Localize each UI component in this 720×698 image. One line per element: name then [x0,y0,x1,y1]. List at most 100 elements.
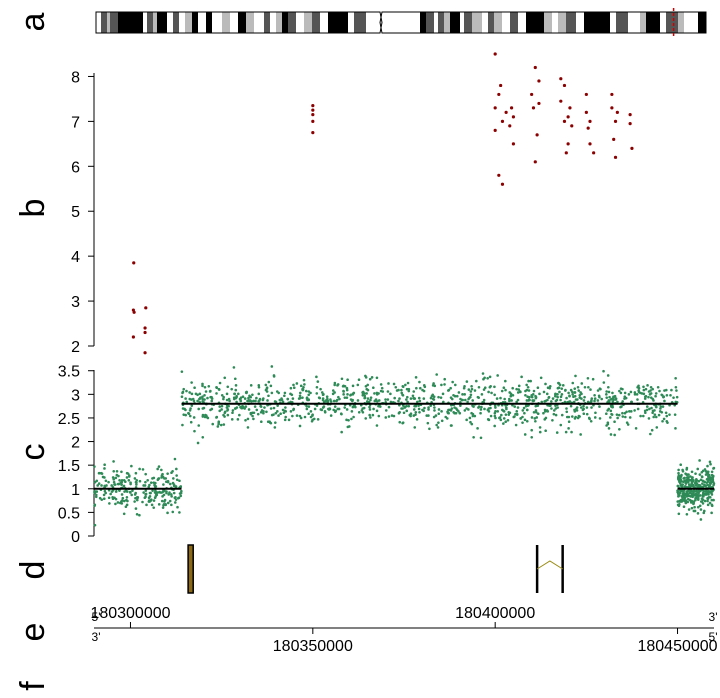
panel-c-point [571,390,574,394]
panel-b-point [564,151,568,155]
panel-c-y-tick-label: 2.5 [58,411,80,428]
panel-c-point [100,484,103,487]
panel-c-point [95,479,99,483]
panel-c-point [188,397,192,401]
panel-c-point [347,425,351,428]
panel-c-point [461,393,464,396]
panel-c-point [369,416,372,419]
panel-c-point [397,399,400,403]
panel-c-point [234,384,238,387]
panel-c-point [182,413,186,416]
panel-c-point [593,416,597,419]
panel-c-point [692,501,695,505]
panel-c-point [192,416,196,419]
panel-c-point [320,391,324,394]
panel-c-point [544,382,547,386]
panel-c-point [610,397,614,401]
panel-c-point [440,383,443,387]
panel-c-point [676,489,679,492]
panel-c-point [621,387,624,391]
panel-c-point [302,385,305,389]
panel-c-point [637,386,641,390]
panel-c-point [536,412,540,415]
panel-c-point [333,383,336,387]
ideogram-band [382,12,420,33]
panel-c-point [677,495,680,498]
ideogram-band [450,12,460,33]
panel-c-point [291,397,295,400]
panel-c-point [201,384,204,388]
panel-c-point [647,417,651,420]
ideogram-band [698,12,706,33]
panel-c-point [613,433,616,437]
panel-c-point [650,428,654,432]
panel-c-point [299,416,303,420]
panel-b-y-tick-label: 2 [71,339,80,356]
panel-c-point [223,376,227,380]
panel-c-point [483,407,486,411]
panel-c-point [593,399,596,403]
panel-c-point [350,417,353,421]
panel-c-y-tick-label: 0.5 [58,505,80,522]
panel-c-point [677,471,680,475]
panel-b-point [504,110,508,114]
panel-c-point [524,393,527,397]
panel-c-point [559,395,563,398]
panel-c-point [471,414,475,418]
panel-c-point [530,436,534,439]
panel-c-point [166,511,169,515]
panel-c-point [662,417,666,421]
panel-c-point [373,392,376,395]
panel-c-point [661,419,664,423]
panel-c-point [115,470,119,473]
panel-b-point [500,119,505,123]
panel-b-point [497,173,501,177]
panel-c-point [180,395,184,398]
panel-c-point [684,480,688,484]
panel-c-point [707,489,711,493]
panel-c-point [487,418,491,422]
panel-c-point [379,389,383,393]
panel-c-point [605,393,608,396]
panel-c-point [110,484,113,487]
panel-c-point [222,423,226,426]
panel-c-point [143,484,147,487]
panel-c-point [102,493,106,497]
panel-c-point [279,412,282,415]
panel-c-point [332,399,336,403]
panel-c-point [417,407,421,411]
panel-c-point [509,394,513,398]
panel-c-point [565,396,568,400]
panel-c-point [674,385,678,389]
panel-c-point [555,431,559,434]
ideogram-band [464,12,472,33]
panel-c-point [197,407,201,411]
panel-c-point [142,491,145,494]
panel-c-point [215,415,219,419]
panel-c-point [523,411,526,415]
panel-b-point [493,128,497,132]
panel-c-point [643,397,647,400]
panel-c-point [414,413,417,416]
panel-c-point [515,410,519,413]
panel-c-point [489,414,493,418]
panel-b-point [311,131,315,135]
panel-c-scatter: 0 0.5 1 1.5 2 2.5 3 3.5 [58,364,716,546]
panel-c-point [543,418,547,421]
panel-c-point [598,395,601,399]
panel-c-point [154,490,158,494]
panel-b-point [143,330,147,335]
panel-c-point [489,406,492,410]
panel-c-point [467,388,471,391]
panel-c-point [554,413,558,417]
panel-c-point [521,409,525,412]
panel-c-point [674,376,677,380]
panel-c-point [234,377,237,381]
panel-c-point [369,396,373,399]
ideogram-outline-q [379,11,707,34]
panel-c-y-tick-label: 3 [71,387,80,404]
panel-c-point [571,393,574,396]
panel-c-point [493,411,497,415]
panel-c-point [654,394,657,398]
panel-c-point [292,408,295,412]
